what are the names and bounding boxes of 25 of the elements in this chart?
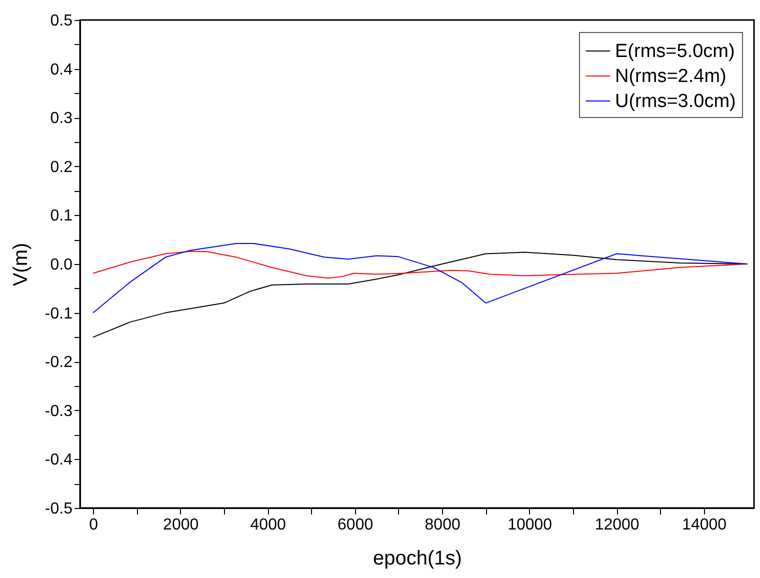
x-tick-label: 14000	[682, 516, 727, 534]
legend-label: U(rms=3.0cm)	[615, 91, 736, 112]
y-tick-label: 0.0	[50, 256, 73, 274]
x-tick-label: 8000	[424, 516, 460, 534]
x-axis-title: epoch(1s)	[373, 548, 462, 570]
x-tick-label: 6000	[338, 516, 374, 534]
x-tick-label: 0	[89, 516, 98, 534]
x-tick-label: 4000	[250, 516, 286, 534]
y-tick-label: 0.2	[50, 158, 73, 176]
y-tick-label: -0.5	[44, 500, 73, 518]
x-tick-label: 12000	[594, 516, 640, 534]
y-tick-label: 0.3	[50, 110, 73, 128]
y-axis-title: V(m)	[10, 242, 32, 286]
y-tick-label: -0.4	[44, 452, 73, 469]
y-tick-label: 0.4	[50, 61, 73, 78]
y-tick-label: 0.1	[50, 208, 73, 225]
y-tick-label: 0.5	[50, 12, 73, 30]
x-tick-label: 10000	[508, 516, 552, 534]
legend-label: E(rms=5.0cm)	[615, 41, 735, 62]
line-series	[92, 243, 748, 314]
legend-label: N(rms=2.4m)	[615, 66, 726, 87]
y-tick-label: -0.2	[44, 354, 73, 372]
y-tick-label: -0.3	[44, 402, 73, 420]
y-tick-label: -0.1	[44, 305, 73, 322]
x-tick-label: 2000	[163, 516, 199, 534]
